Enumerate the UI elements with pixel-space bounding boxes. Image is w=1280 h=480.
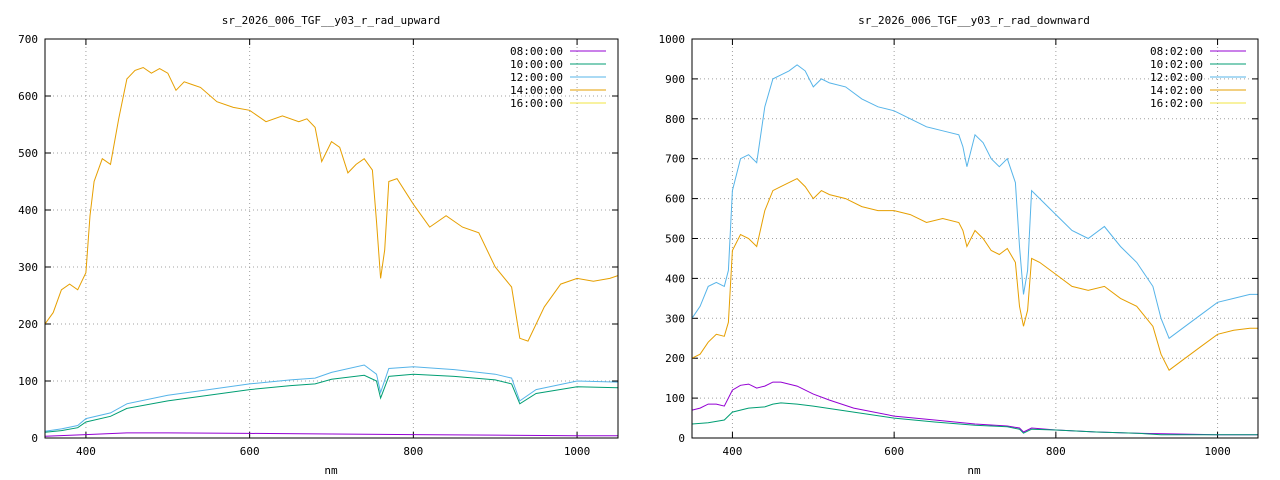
y-tick-label: 500 [665,233,685,246]
y-tick-label: 100 [665,392,685,405]
y-tick-label: 0 [31,432,38,445]
axis-ticks: 0 100 200 300 400 500 600 700 800 900 1000 400 600 80… [659,33,1258,458]
x-tick-label: 600 [884,445,904,458]
series-group [692,64,1258,436]
y-tick-label: 400 [18,204,38,217]
series-line-08-00-00 [45,432,618,437]
plot-frame [44,38,619,439]
grid-lines [45,39,618,438]
y-tick-label: 300 [18,261,38,274]
y-tick-label: 100 [18,375,38,388]
series-line-10-00-00 [45,373,618,433]
axis-ticks: 0 100 200 300 400 500 600 700 400 600 800 1000 [18,33,618,458]
x-tick-label: 1000 [564,445,591,458]
y-tick-label: 500 [18,147,38,160]
legend-label: 14:00:00 [510,84,563,97]
x-tick-label: 400 [76,445,96,458]
legend-label: 12:00:00 [510,71,563,84]
series-line-14-02-00 [692,177,1258,371]
x-tick-label: 600 [240,445,260,458]
x-tick-label: 800 [403,445,423,458]
x-axis-label-downward: nm [967,464,981,477]
y-tick-label: 0 [678,432,685,445]
chart-title-downward: sr_2026_006_TGF__y03_r_rad_downward [858,14,1090,27]
y-tick-label: 700 [18,33,38,46]
legend-label: 14:02:00 [1150,84,1203,97]
y-tick-label: 600 [18,90,38,103]
y-tick-label: 200 [18,318,38,331]
chart-downward: sr_2026_006_TGF__y03_r_rad_downward nm 0… [659,14,1259,477]
series-line-14-00-00 [45,66,618,342]
y-tick-label: 300 [665,312,685,325]
legend-label: 16:00:00 [510,97,563,110]
legend-label: 10:00:00 [510,58,563,71]
y-tick-label: 900 [665,73,685,86]
plot-frame [691,38,1259,439]
legend-label: 08:02:00 [1150,45,1203,58]
series-line-10-02-00 [692,402,1258,436]
legend-label: 08:00:00 [510,45,563,58]
chart-upward: sr_2026_006_TGF__y03_r_rad_upward nm 0 10… [18,14,619,477]
chart-title-upward: sr_2026_006_TGF__y03_r_rad_upward [222,14,441,27]
legend-label: 16:02:00 [1150,97,1203,110]
y-tick-label: 400 [665,272,685,285]
y-tick-label: 600 [665,193,685,206]
grid-lines [692,39,1258,438]
legend-label: 12:02:00 [1150,71,1203,84]
series-line-12-00-00 [45,364,618,432]
y-tick-label: 200 [665,352,685,365]
x-tick-label: 400 [722,445,742,458]
y-tick-label: 1000 [659,33,686,46]
series-group [45,66,618,437]
series-line-08-02-00 [692,381,1258,436]
x-tick-label: 800 [1046,445,1066,458]
y-tick-label: 800 [665,113,685,126]
y-tick-label: 700 [665,153,685,166]
x-axis-label-upward: nm [324,464,338,477]
legend-label: 10:02:00 [1150,58,1203,71]
x-tick-label: 1000 [1204,445,1231,458]
series-line-12-02-00 [692,64,1258,340]
